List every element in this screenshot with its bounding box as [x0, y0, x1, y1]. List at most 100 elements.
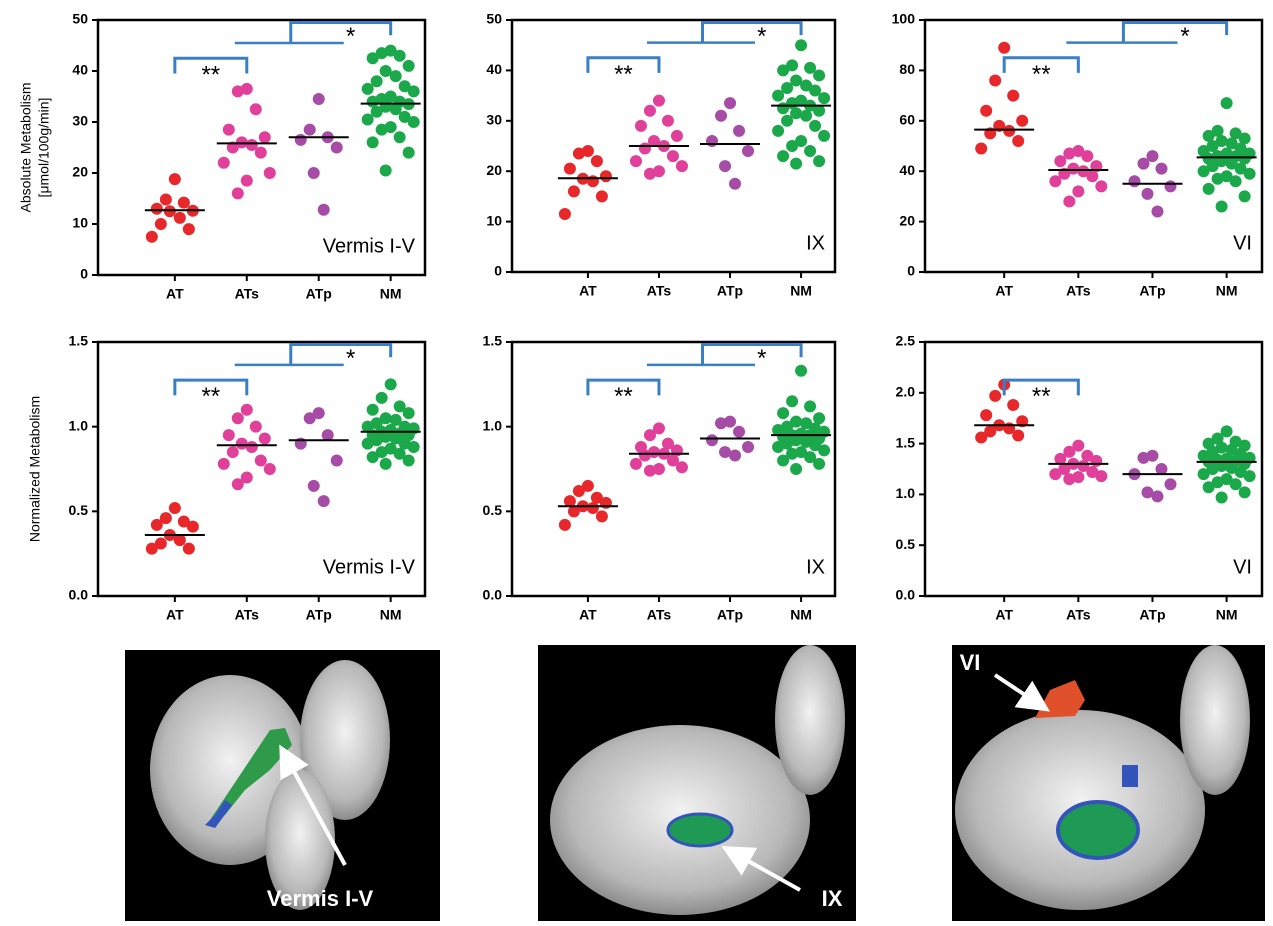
data-point — [1244, 470, 1256, 482]
x-tick-label: AT — [166, 286, 184, 302]
data-point — [1239, 190, 1251, 202]
data-point — [255, 147, 267, 159]
data-point — [264, 463, 276, 475]
data-point — [362, 113, 374, 125]
data-point — [187, 521, 199, 533]
y-tick-label: 60 — [899, 112, 915, 128]
data-point — [1049, 175, 1061, 187]
data-point — [1155, 163, 1167, 175]
x-tick-label: NM — [1216, 607, 1238, 623]
y-tick-label: 1.0 — [483, 417, 503, 433]
data-point — [706, 434, 718, 446]
data-point — [742, 441, 754, 453]
data-point — [151, 519, 163, 531]
y-tick-label: 0.0 — [69, 587, 89, 603]
data-point — [362, 438, 374, 450]
data-point — [1128, 175, 1140, 187]
data-point — [1151, 206, 1163, 218]
data-point — [790, 463, 802, 475]
data-point — [564, 163, 576, 175]
data-point — [1090, 455, 1102, 467]
data-point — [781, 115, 793, 127]
significance-label: ** — [1032, 383, 1051, 410]
data-point — [772, 441, 784, 453]
y-tick-label: 1.5 — [69, 333, 89, 349]
data-point — [1086, 170, 1098, 182]
data-point — [804, 400, 816, 412]
data-point — [318, 204, 330, 216]
data-point — [706, 135, 718, 147]
data-point — [1063, 195, 1075, 207]
data-point — [394, 131, 406, 143]
data-point — [250, 103, 262, 115]
data-point — [1216, 491, 1228, 503]
data-point — [394, 50, 406, 62]
data-point — [644, 429, 656, 441]
y-tick-label: 0.5 — [896, 536, 916, 552]
data-point — [408, 116, 420, 128]
data-point — [146, 231, 158, 243]
y-tick-label: 30 — [486, 112, 502, 128]
brain-image: VI — [952, 645, 1265, 921]
data-point — [980, 409, 992, 421]
panel-annotation: Vermis I-V — [323, 556, 416, 578]
data-point — [241, 404, 253, 416]
data-point — [813, 155, 825, 167]
x-tick-label: ATs — [1066, 283, 1091, 299]
x-tick-label: AT — [579, 283, 597, 299]
data-point — [573, 148, 585, 160]
data-point — [183, 223, 195, 235]
y-tick-label: 50 — [486, 11, 502, 27]
data-point — [1095, 180, 1107, 192]
x-tick-label: NM — [790, 283, 812, 299]
data-point — [818, 444, 830, 456]
y-tick-label: 20 — [899, 212, 915, 228]
data-point — [408, 441, 420, 453]
y-tick-label: 0.5 — [483, 502, 503, 518]
significance-label: * — [757, 345, 766, 372]
data-point — [376, 124, 388, 136]
significance-bracket — [702, 23, 801, 43]
data-point — [313, 93, 325, 105]
data-point — [1016, 115, 1028, 127]
x-tick-label: ATp — [306, 286, 332, 302]
data-point — [1012, 429, 1024, 441]
data-point — [164, 205, 176, 217]
data-point — [1137, 452, 1149, 464]
significance-bracket — [291, 345, 391, 365]
significance-label: ** — [614, 383, 633, 410]
y-tick-label: 1.0 — [69, 417, 89, 433]
data-point — [795, 39, 807, 51]
data-point — [1007, 90, 1019, 102]
data-point — [223, 124, 235, 136]
data-point — [809, 120, 821, 132]
y-tick-label: 10 — [486, 212, 502, 228]
data-point — [1164, 478, 1176, 490]
data-point — [790, 158, 802, 170]
data-point — [1203, 183, 1215, 195]
data-point — [975, 143, 987, 155]
data-point — [318, 495, 330, 507]
significance-bracket — [291, 23, 391, 43]
x-tick-label: NM — [380, 607, 402, 623]
data-point — [676, 160, 688, 172]
data-point — [818, 92, 830, 104]
significance-bracket — [1123, 23, 1226, 43]
panel-annotation: IX — [806, 556, 825, 578]
data-point — [1198, 165, 1210, 177]
data-point — [1244, 168, 1256, 180]
data-point — [403, 147, 415, 159]
data-point — [362, 83, 374, 95]
data-point — [786, 395, 798, 407]
significance-label: * — [1180, 23, 1189, 50]
y-tick-label: 0 — [907, 263, 915, 279]
data-point — [639, 449, 651, 461]
y-tick-label: 100 — [892, 11, 916, 27]
x-tick-label: AT — [579, 607, 597, 623]
x-tick-label: NM — [790, 607, 812, 623]
x-tick-label: ATp — [717, 283, 743, 299]
data-point — [1239, 486, 1251, 498]
significance-label: * — [346, 23, 355, 50]
data-point — [795, 365, 807, 377]
data-point — [331, 455, 343, 467]
